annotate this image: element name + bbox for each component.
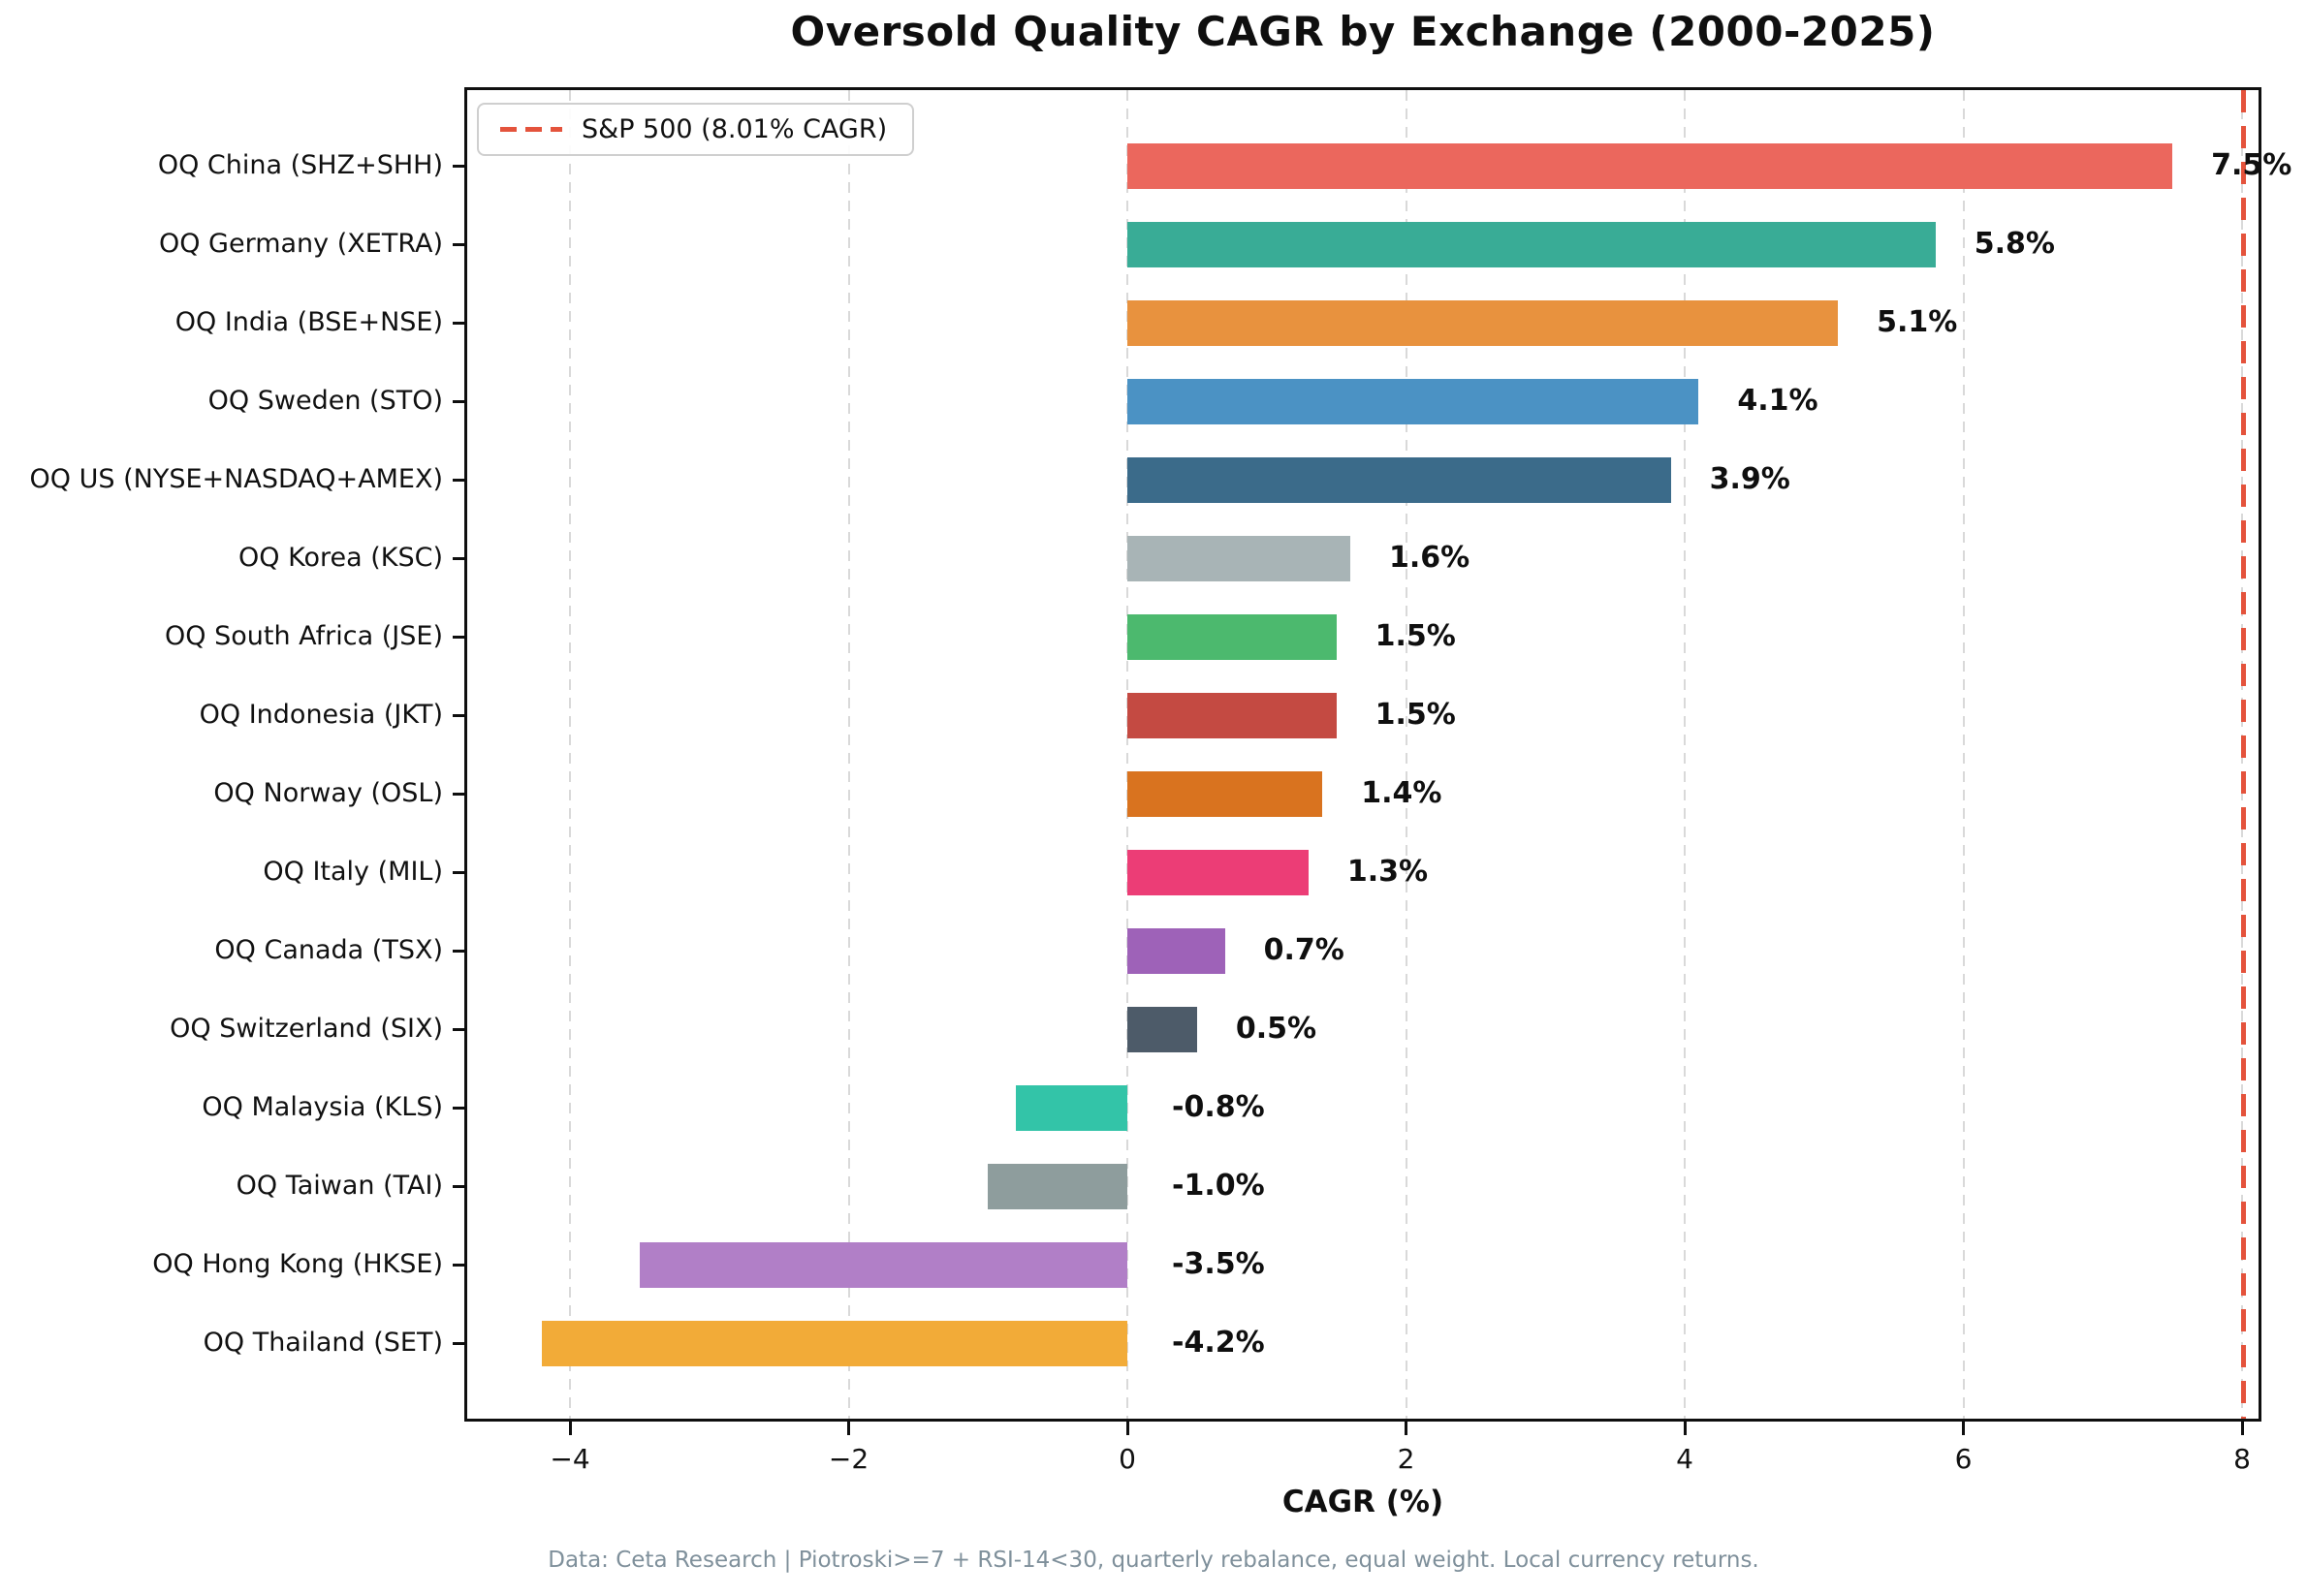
x-tick bbox=[1405, 1422, 1407, 1435]
bar bbox=[639, 1241, 1127, 1288]
x-tick bbox=[2240, 1422, 2244, 1435]
y-tick bbox=[453, 164, 464, 168]
plot-area: 7.5% 5.8% 5.1% 4.1% 3.9% 1.6% 1.5% 1.5% 1.4% 1.3%… bbox=[464, 87, 2291, 1422]
x-tick-label: −2 bbox=[828, 1443, 869, 1475]
bar-value-label: 7.5% bbox=[2211, 148, 2292, 182]
x-tick-label: 8 bbox=[2233, 1443, 2251, 1475]
bar bbox=[1127, 613, 1337, 660]
x-tick-label: −4 bbox=[550, 1443, 590, 1475]
x-tick bbox=[1962, 1422, 1965, 1435]
chart-title: Oversold Quality CAGR by Exchange (2000-… bbox=[790, 8, 1936, 55]
bar-value-label: -0.8% bbox=[1172, 1090, 1265, 1124]
bar bbox=[1127, 849, 1309, 895]
y-tick bbox=[453, 1106, 464, 1110]
y-tick bbox=[453, 949, 464, 953]
bar bbox=[1127, 692, 1337, 738]
x-tick-label: 2 bbox=[1397, 1443, 1415, 1475]
legend-label: S&P 500 (8.01% CAGR) bbox=[582, 114, 888, 144]
y-tick-label: OQ Malaysia (KLS) bbox=[202, 1092, 443, 1122]
bar bbox=[1127, 299, 1839, 346]
y-tick-label: OQ Switzerland (SIX) bbox=[170, 1014, 443, 1044]
bar-value-label: 1.5% bbox=[1375, 698, 1456, 732]
y-tick-label: OQ US (NYSE+NASDAQ+AMEX) bbox=[29, 464, 443, 494]
y-tick bbox=[453, 1341, 464, 1345]
bar bbox=[1016, 1084, 1127, 1131]
footer-note: Data: Ceta Research | Piotroski>=7 + RSI… bbox=[548, 1548, 1759, 1573]
x-gridline bbox=[847, 90, 850, 1419]
bar-value-label: -1.0% bbox=[1172, 1169, 1265, 1203]
y-tick-label: OQ Italy (MIL) bbox=[263, 857, 443, 887]
x-tick bbox=[847, 1422, 850, 1435]
bar bbox=[1127, 535, 1350, 581]
y-tick bbox=[453, 870, 464, 874]
x-gridline bbox=[1126, 90, 1128, 1419]
y-tick-label: OQ Norway (OSL) bbox=[213, 778, 443, 808]
plot-border bbox=[464, 87, 2261, 1422]
x-tick bbox=[1125, 1422, 1129, 1435]
bar bbox=[988, 1163, 1127, 1209]
y-tick-label: OQ Sweden (STO) bbox=[207, 386, 443, 416]
bar-value-label: 1.5% bbox=[1375, 619, 1456, 653]
y-tick bbox=[453, 1184, 464, 1188]
bar-value-label: -4.2% bbox=[1172, 1326, 1265, 1360]
bar-value-label: 3.9% bbox=[1709, 462, 1790, 496]
y-tick bbox=[453, 713, 464, 717]
y-tick bbox=[453, 635, 464, 639]
bar-value-label: 5.1% bbox=[1877, 305, 1958, 339]
bar bbox=[1127, 456, 1671, 503]
legend: S&P 500 (8.01% CAGR) bbox=[477, 103, 915, 156]
bar bbox=[1127, 142, 2173, 189]
y-tick bbox=[453, 792, 464, 796]
y-tick-label: OQ China (SHZ+SHH) bbox=[157, 150, 443, 180]
x-tick-label: 0 bbox=[1119, 1443, 1136, 1475]
bar bbox=[542, 1320, 1127, 1366]
y-tick-label: OQ Canada (TSX) bbox=[214, 935, 443, 965]
y-tick-label: OQ Germany (XETRA) bbox=[158, 229, 443, 259]
y-tick bbox=[453, 399, 464, 403]
bar bbox=[1127, 378, 1699, 424]
bar-value-label: 1.3% bbox=[1346, 855, 1429, 889]
bar bbox=[1127, 221, 1936, 267]
x-gridline bbox=[569, 90, 571, 1419]
x-gridline bbox=[1405, 90, 1407, 1419]
bar bbox=[1127, 1006, 1197, 1052]
y-tick bbox=[453, 1263, 464, 1267]
bar bbox=[1127, 770, 1323, 817]
bar-value-label: 4.1% bbox=[1737, 384, 1818, 418]
y-tick-label: OQ Thailand (SET) bbox=[203, 1328, 443, 1358]
y-tick-label: OQ Indonesia (JKT) bbox=[199, 700, 443, 730]
y-tick bbox=[453, 556, 464, 560]
bar-value-label: 0.5% bbox=[1235, 1012, 1317, 1046]
bar-value-label: 1.6% bbox=[1389, 541, 1470, 575]
bar bbox=[1127, 927, 1225, 974]
x-axis-title: CAGR (%) bbox=[1281, 1485, 1444, 1519]
y-tick bbox=[453, 242, 464, 246]
y-tick-label: OQ Korea (KSC) bbox=[238, 543, 443, 573]
x-tick bbox=[568, 1422, 572, 1435]
x-tick-label: 4 bbox=[1676, 1443, 1693, 1475]
y-tick bbox=[453, 1027, 464, 1031]
y-tick bbox=[453, 478, 464, 482]
x-tick-label: 6 bbox=[1954, 1443, 1973, 1475]
bar-value-label: -3.5% bbox=[1172, 1247, 1265, 1281]
bar-value-label: 0.7% bbox=[1263, 933, 1344, 967]
y-tick-label: OQ South Africa (JSE) bbox=[165, 621, 443, 651]
y-tick-label: OQ Taiwan (TAI) bbox=[236, 1171, 443, 1201]
sp500-reference-line bbox=[2240, 90, 2246, 1419]
bar-value-label: 5.8% bbox=[1974, 227, 2055, 261]
x-tick bbox=[1683, 1422, 1687, 1435]
sp500-dashed-line-icon bbox=[500, 127, 562, 132]
y-tick bbox=[453, 321, 464, 325]
x-gridline bbox=[1684, 90, 1686, 1419]
y-tick-label: OQ India (BSE+NSE) bbox=[174, 307, 443, 337]
y-tick-label: OQ Hong Kong (HKSE) bbox=[152, 1249, 443, 1279]
bar-value-label: 1.4% bbox=[1361, 776, 1442, 810]
x-gridline bbox=[1962, 90, 1965, 1419]
